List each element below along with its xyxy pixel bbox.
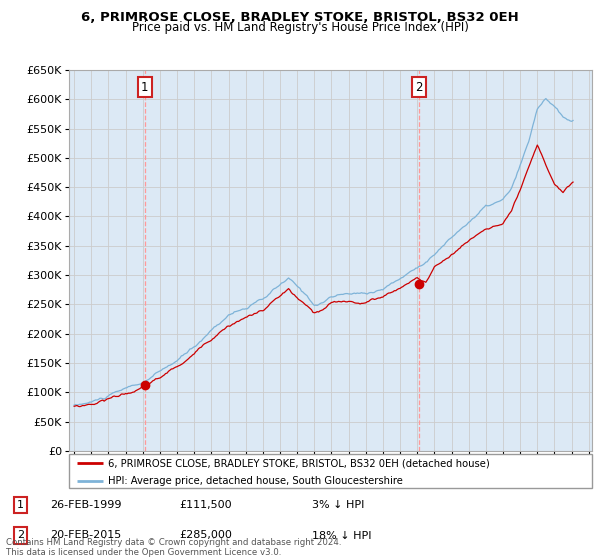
Text: 1: 1 [141,81,149,94]
Text: 2: 2 [416,81,423,94]
Text: 6, PRIMROSE CLOSE, BRADLEY STOKE, BRISTOL, BS32 0EH: 6, PRIMROSE CLOSE, BRADLEY STOKE, BRISTO… [81,11,519,24]
Text: 20-FEB-2015: 20-FEB-2015 [50,530,121,540]
Text: £111,500: £111,500 [179,500,232,510]
Text: Contains HM Land Registry data © Crown copyright and database right 2024.
This d: Contains HM Land Registry data © Crown c… [6,538,341,557]
Text: Price paid vs. HM Land Registry's House Price Index (HPI): Price paid vs. HM Land Registry's House … [131,21,469,34]
Text: 3% ↓ HPI: 3% ↓ HPI [312,500,364,510]
Text: 26-FEB-1999: 26-FEB-1999 [50,500,122,510]
Text: 18% ↓ HPI: 18% ↓ HPI [312,530,371,540]
Text: 1: 1 [17,500,24,510]
Text: 6, PRIMROSE CLOSE, BRADLEY STOKE, BRISTOL, BS32 0EH (detached house): 6, PRIMROSE CLOSE, BRADLEY STOKE, BRISTO… [108,458,490,468]
Text: 2: 2 [17,530,24,540]
Text: HPI: Average price, detached house, South Gloucestershire: HPI: Average price, detached house, Sout… [108,475,403,486]
FancyBboxPatch shape [69,454,592,488]
Text: £285,000: £285,000 [179,530,232,540]
